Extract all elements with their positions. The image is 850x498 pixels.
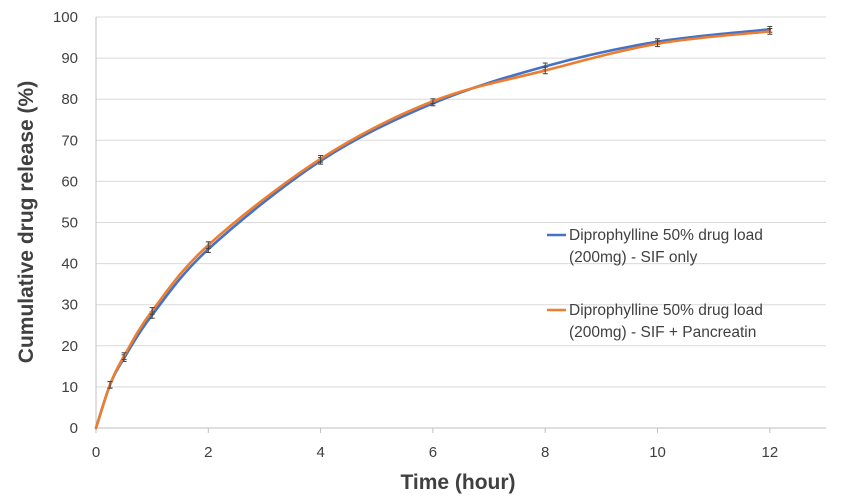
y-axis-title: Cumulative drug release (%) (15, 81, 38, 363)
x-tick-label-2: 4 (316, 444, 324, 461)
legend-label-0-0: Diprophylline 50% drug load (569, 227, 763, 244)
series-1 (94, 28, 773, 430)
x-tick-labels: 0 2 4 6 8 10 12 (92, 444, 778, 461)
error-bar-1-4 (205, 241, 211, 249)
legend-label-1-0: Diprophylline 50% drug load (569, 302, 763, 319)
y-tick-label-6: 60 (61, 173, 78, 190)
x-tick-label-0: 0 (92, 444, 100, 461)
y-tick-label-8: 80 (61, 91, 78, 108)
x-tick-label-5: 10 (649, 444, 666, 461)
error-bar-1-6 (430, 98, 436, 105)
error-bar-1-2 (121, 352, 127, 360)
error-bar-1-7 (542, 66, 548, 75)
legend-entry-0: Diprophylline 50% drug load (200mg) - SIF… (547, 227, 763, 266)
axes (95, 17, 826, 433)
error-bar-1-3 (149, 307, 155, 315)
error-bar-1-9 (767, 28, 773, 35)
series-layer (94, 25, 773, 430)
y-tick-label-3: 30 (61, 297, 78, 314)
legend-entry-1: Diprophylline 50% drug load (200mg) - SIF… (547, 302, 763, 341)
legend: Diprophylline 50% drug load (200mg) - SIF… (547, 227, 763, 341)
y-tick-label-10: 100 (53, 9, 78, 26)
y-tick-label-7: 70 (61, 132, 78, 149)
legend-label-1-1: (200mg) - SIF + Pancreatin (569, 324, 756, 341)
error-bar-1-8 (655, 40, 661, 48)
y-tick-label-0: 0 (70, 420, 78, 437)
gridlines (96, 16, 826, 388)
y-tick-label-9: 90 (61, 50, 78, 67)
x-tick-label-6: 12 (762, 444, 779, 461)
x-tick-label-3: 6 (429, 444, 437, 461)
y-tick-label-5: 50 (61, 215, 78, 232)
x-tick-label-4: 8 (541, 444, 549, 461)
error-bar-1-1 (107, 381, 113, 389)
y-tick-label-4: 40 (61, 256, 78, 273)
y-tick-labels: 0 10 20 30 40 50 60 70 80 90 100 (53, 9, 78, 437)
x-axis-title: Time (hour) (400, 471, 515, 494)
legend-label-0-1: (200mg) - SIF only (569, 249, 698, 266)
error-bar-1-5 (318, 155, 324, 163)
y-tick-label-1: 10 (61, 379, 78, 396)
x-tick-label-1: 2 (204, 444, 212, 461)
y-tick-label-2: 20 (61, 338, 78, 355)
